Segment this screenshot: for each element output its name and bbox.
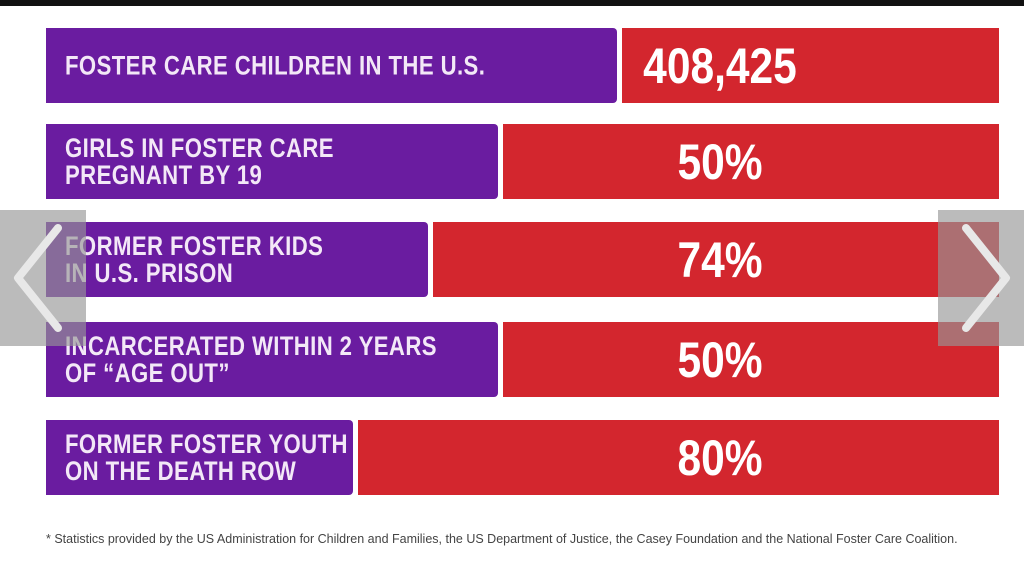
chevron-right-icon <box>962 224 1010 332</box>
stat-label: FORMER FOSTER YOUTH ON THE DEATH ROW <box>65 428 348 486</box>
label-bar <box>46 322 498 397</box>
stat-row-foster-children: FOSTER CARE CHILDREN IN THE U.S. 408,425 <box>46 28 999 103</box>
label-bar <box>46 28 617 103</box>
stat-label: GIRLS IN FOSTER CARE PREGNANT BY 19 <box>65 132 334 190</box>
value-bar <box>503 322 999 397</box>
stat-row-pregnant: GIRLS IN FOSTER CARE PREGNANT BY 19 50% <box>46 124 999 199</box>
stat-row-incarcerated: INCARCERATED WITHIN 2 YEARS OF “AGE OUT”… <box>46 322 999 397</box>
stat-label: INCARCERATED WITHIN 2 YEARS OF “AGE OUT” <box>65 330 437 388</box>
label-bar <box>46 222 428 297</box>
value-bar <box>503 124 999 199</box>
next-button[interactable] <box>938 210 1024 346</box>
chevron-left-icon <box>14 224 62 332</box>
stat-row-death-row: FORMER FOSTER YOUTH ON THE DEATH ROW 80% <box>46 420 999 495</box>
stat-value: 74% <box>677 231 763 288</box>
value-bar <box>433 222 999 297</box>
value-bar <box>358 420 999 495</box>
stat-label: FORMER FOSTER KIDS IN U.S. PRISON <box>65 230 324 288</box>
stat-value: 50% <box>677 331 763 388</box>
stat-value: 80% <box>677 429 763 486</box>
stat-label: FOSTER CARE CHILDREN IN THE U.S. <box>65 50 486 80</box>
footnote: * Statistics provided by the US Administ… <box>46 532 958 546</box>
top-bar <box>0 0 1024 6</box>
stat-row-prison: FORMER FOSTER KIDS IN U.S. PRISON 74% <box>46 222 999 297</box>
label-bar <box>46 420 353 495</box>
value-bar <box>622 28 999 103</box>
previous-button[interactable] <box>0 210 86 346</box>
stat-value: 50% <box>677 133 763 190</box>
label-bar <box>46 124 498 199</box>
stat-value: 408,425 <box>643 37 797 94</box>
